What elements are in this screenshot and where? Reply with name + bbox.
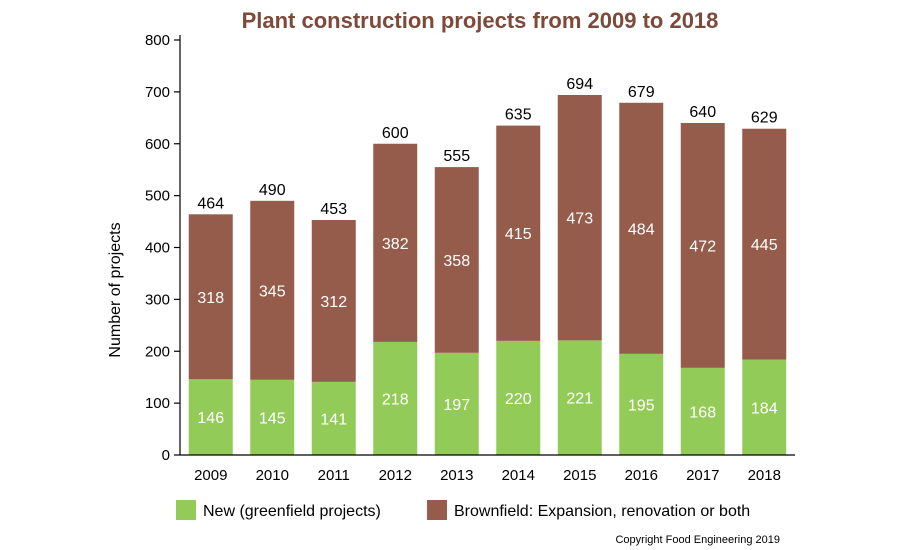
bar-total-label: 600 [382, 125, 409, 142]
bar-value-label: 221 [566, 391, 593, 408]
legend-swatch-brownfield [427, 500, 447, 520]
bars: 146 318 464 145 345 490 141 312 453 218 382 600 197 3… [188, 76, 787, 455]
y-tick-label: 700 [145, 84, 170, 101]
bar-segment-brownfield [619, 102, 664, 354]
bar-segment-new [496, 340, 541, 455]
legend-swatch-new [176, 500, 196, 520]
x-tick-label: 2009 [194, 467, 227, 484]
x-tick-label: 2011 [318, 467, 350, 484]
bar-segment-new [434, 352, 479, 455]
bar-total-label: 453 [320, 201, 347, 218]
bar-segment-brownfield [311, 220, 356, 382]
bar-segment-new [619, 353, 664, 455]
chart-title: Plant construction projects from 2009 to… [242, 8, 719, 33]
bar-value-label: 382 [382, 236, 409, 253]
bar-segment-brownfield [557, 94, 602, 341]
bar-segment-new [680, 367, 725, 455]
y-tick-label: 200 [145, 343, 170, 360]
x-tick-label: 2014 [502, 467, 535, 484]
y-tick-label: 400 [145, 240, 170, 257]
y-tick-label: 600 [145, 136, 170, 153]
bar-value-label: 220 [505, 391, 532, 408]
bar-total-label: 555 [443, 148, 470, 165]
x-tick-label: 2018 [748, 467, 781, 484]
bar-value-label: 184 [751, 400, 778, 417]
bar-value-label: 146 [197, 410, 224, 427]
bar-segment-brownfield [742, 128, 787, 360]
bar-value-label: 141 [320, 411, 347, 428]
copyright-text: Copyright Food Engineering 2019 [615, 534, 780, 546]
bar-value-label: 168 [689, 404, 716, 421]
bar-total-label: 640 [689, 104, 716, 121]
bar-value-label: 484 [628, 221, 655, 238]
x-tick-label: 2016 [625, 467, 658, 484]
x-tick-label: 2017 [686, 467, 719, 484]
bar-total-label: 694 [566, 76, 593, 93]
bar-segment-new [311, 381, 356, 455]
y-tick-label: 300 [145, 291, 170, 308]
bar-segment-new [188, 379, 233, 455]
y-tick-label: 0 [162, 447, 170, 464]
bar-value-label: 312 [320, 294, 347, 311]
bar-value-label: 358 [443, 253, 470, 270]
bar-total-label: 679 [628, 84, 655, 101]
x-tick-label: 2015 [563, 467, 596, 484]
bar-segment-brownfield [373, 143, 418, 342]
bar-total-label: 490 [259, 182, 286, 199]
bar-value-label: 218 [382, 391, 409, 408]
bar-total-label: 635 [505, 107, 532, 124]
bar-total-label: 464 [197, 195, 224, 212]
bar-value-label: 195 [628, 397, 655, 414]
x-tick-label: 2013 [440, 467, 473, 484]
bar-segment-brownfield [496, 125, 541, 341]
bar-segment-brownfield [188, 214, 233, 380]
bar-segment-new [250, 379, 295, 455]
y-axis-label: Number of projects [107, 222, 124, 357]
bar-segment-new [557, 340, 602, 455]
x-axis: 2009 2010 2011 2012 2013 2014 2015 2016 2017 2018 [180, 454, 795, 484]
y-tick-label: 100 [145, 395, 170, 412]
bar-value-label: 415 [505, 226, 532, 243]
y-axis: 0 100 200 300 400 500 600 700 800 [145, 32, 181, 464]
bar-segment-brownfield [434, 167, 479, 353]
bar-value-label: 445 [751, 237, 778, 254]
bar-segment-brownfield [680, 123, 725, 368]
bar-segment-new [742, 359, 787, 455]
bar-total-label: 629 [751, 110, 778, 127]
legend-label-brownfield: Brownfield: Expansion, renovation or bot… [454, 503, 750, 520]
y-tick-label: 800 [145, 32, 170, 49]
bar-segment-new [373, 341, 418, 455]
bar-value-label: 145 [259, 410, 286, 427]
x-tick-label: 2010 [256, 467, 289, 484]
legend-label-new: New (greenfield projects) [203, 503, 381, 520]
x-tick-label: 2012 [379, 467, 412, 484]
legend: New (greenfield projects) Brownfield: Exp… [176, 500, 750, 520]
y-tick-label: 500 [145, 188, 170, 205]
bar-segment-brownfield [250, 200, 295, 380]
bar-value-label: 472 [689, 238, 716, 255]
bar-value-label: 197 [443, 397, 470, 414]
bar-value-label: 345 [259, 283, 286, 300]
bar-value-label: 318 [197, 290, 224, 307]
bar-value-label: 473 [566, 211, 593, 228]
